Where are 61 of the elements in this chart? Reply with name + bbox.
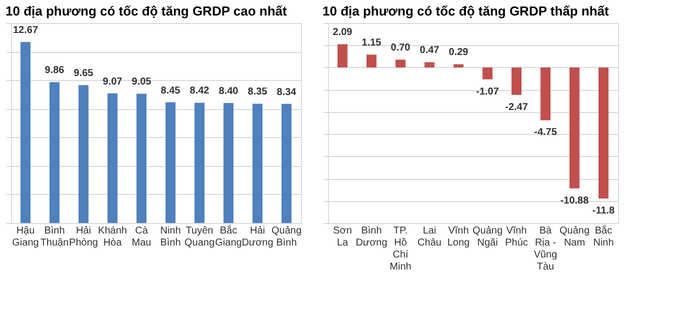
chart-title: 10 địa phương có tốc độ tăng GRDP thấp nhất <box>322 4 610 18</box>
data-label: -10.88 <box>560 195 590 206</box>
data-label: 9.65 <box>74 68 94 80</box>
data-label: -11.8 <box>592 206 616 217</box>
bar <box>50 82 60 223</box>
x-tick-label: Tuyên Quang <box>184 226 215 248</box>
data-label: 8.45 <box>160 85 181 96</box>
bar <box>136 94 146 223</box>
bar <box>366 54 376 68</box>
data-label: -4.75 <box>534 127 558 138</box>
data-label: 9.07 <box>102 76 123 88</box>
data-label: 0.29 <box>448 47 469 58</box>
data-label: 9.05 <box>132 76 152 88</box>
data-label: 0.70 <box>390 42 411 54</box>
bar <box>454 64 464 68</box>
data-label: 2.09 <box>332 27 353 38</box>
bar <box>166 102 176 223</box>
x-tick-label: TP. Hồ Chí Minh <box>390 226 412 272</box>
bar <box>424 62 434 68</box>
bar <box>224 103 234 223</box>
x-tick-label: Vĩnh Phúc <box>505 226 528 248</box>
data-label: -1.07 <box>476 86 500 98</box>
x-tick-label: Bắc Giang <box>215 224 242 248</box>
x-tick-label: Bình Thuận <box>40 226 69 248</box>
x-tick-label: Quảng Ngãi <box>472 226 503 248</box>
data-label: 12.67 <box>12 25 38 36</box>
bar <box>108 93 118 223</box>
data-label: 9.86 <box>44 65 65 76</box>
data-label: 8.40 <box>218 86 239 97</box>
x-tick-label: Quảng Nam <box>559 226 590 248</box>
x-tick-label: Hải Phòng <box>69 226 98 248</box>
bar <box>570 67 580 188</box>
bar <box>338 44 348 68</box>
bar <box>282 104 292 223</box>
data-label: 8.34 <box>276 86 297 98</box>
x-tick-label: Bà Rịa - Vũng Tàu <box>534 226 558 272</box>
x-tick-label: Vĩnh Long <box>447 226 470 248</box>
bar <box>482 67 492 80</box>
bar <box>540 67 550 120</box>
x-tick-label: Hậu Giang <box>12 226 39 248</box>
bar <box>396 60 406 68</box>
x-tick-label: Ninh Bình <box>160 226 181 248</box>
x-tick-label: Cà Mau <box>132 226 152 248</box>
data-label: 1.15 <box>362 38 382 49</box>
data-label: -2.47 <box>505 102 528 113</box>
bar <box>194 102 204 223</box>
x-tick-label: Bình Dương <box>356 226 388 248</box>
x-tick-label: Lai Châu <box>418 226 442 248</box>
bar <box>512 67 522 95</box>
bar <box>252 104 262 223</box>
bar <box>78 85 88 223</box>
bar <box>20 42 30 223</box>
x-tick-label: Khánh Hòa <box>98 226 127 248</box>
x-tick-label: Sơn La <box>333 226 352 248</box>
data-label: 8.42 <box>190 86 210 97</box>
x-tick-label: Bắc Ninh <box>593 224 614 248</box>
chart-title: 10 địa phương có tốc độ tăng GRDP cao nhất <box>6 4 288 18</box>
bar <box>598 67 608 199</box>
data-label: 0.47 <box>420 45 440 56</box>
x-tick-label: Hải Dương <box>242 226 274 248</box>
data-label: 8.35 <box>248 86 268 98</box>
